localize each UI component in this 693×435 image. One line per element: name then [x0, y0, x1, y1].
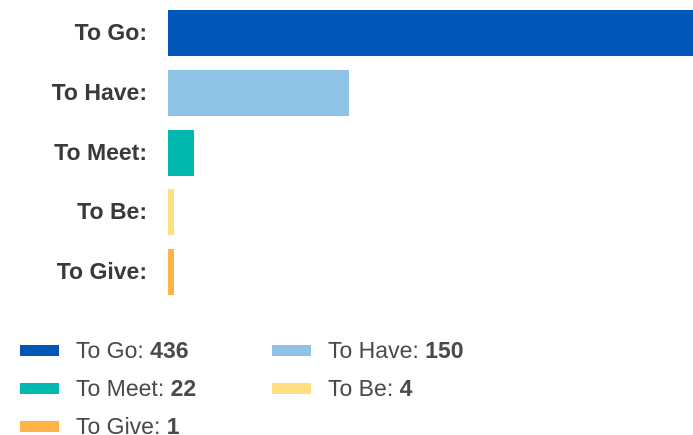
bar-tomeet — [168, 130, 194, 176]
category-label-togive: To Give: — [56, 258, 147, 284]
legend-label-tobe: To Be: — [328, 374, 400, 401]
legend: To Go: 436 To Have: 150 To Meet: 22 To Be: … — [0, 330, 693, 435]
bar-area: To Go: To Have: To Meet: To Be: To Give: — [51, 10, 693, 295]
legend-value-togive: 1 — [166, 412, 180, 435]
legend-swatch-tohave — [272, 344, 311, 356]
legend-label-togo: To Go: — [76, 336, 151, 363]
legend-label-tomeet: To Meet: — [76, 374, 171, 401]
legend-item-tobe: To Be: 4 — [272, 373, 412, 403]
legend-value-tohave: 150 — [425, 336, 464, 363]
category-label-togo: To Go: — [74, 19, 147, 45]
bar-togive — [168, 249, 174, 295]
legend-item-togo: To Go: 436 — [20, 335, 189, 365]
legend-swatch-tomeet — [20, 382, 59, 394]
legend-value-tomeet: 22 — [170, 374, 197, 401]
category-label-tobe: To Be: — [77, 198, 147, 224]
legend-label-togive: To Give: — [76, 412, 167, 435]
legend-item-togive: To Give: 1 — [20, 411, 180, 435]
category-label-tomeet: To Meet: — [54, 139, 147, 165]
legend-item-tomeet: To Meet: 22 — [20, 373, 196, 403]
bar-togo — [168, 10, 693, 56]
legend-swatch-togo — [20, 344, 59, 356]
legend-swatch-tobe — [272, 382, 311, 394]
legend-item-tohave: To Have: 150 — [272, 335, 464, 365]
legend-value-togo: 436 — [150, 336, 189, 363]
bar-tohave — [168, 70, 349, 116]
bar-tobe — [168, 189, 174, 235]
category-label-tohave: To Have: — [51, 79, 147, 105]
legend-swatch-togive — [20, 420, 59, 432]
legend-value-tobe: 4 — [399, 374, 413, 401]
legend-label-tohave: To Have: — [328, 336, 426, 363]
